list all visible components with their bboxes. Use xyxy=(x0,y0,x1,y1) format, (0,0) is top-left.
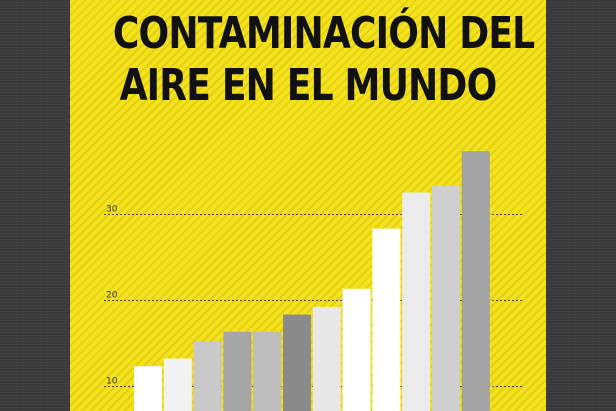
bar-5 xyxy=(253,331,282,411)
bar-2 xyxy=(163,358,192,411)
bar-12 xyxy=(461,151,490,411)
bar-9 xyxy=(372,228,401,411)
bar-7 xyxy=(312,306,341,411)
y-tick-label: 10 xyxy=(106,377,118,387)
bar-1 xyxy=(134,366,162,411)
y-tick-label: 30 xyxy=(106,205,118,215)
bar-6 xyxy=(283,314,311,411)
chart-title: CONTAMINACIÓN DEL AIRE EN EL MUNDO xyxy=(112,8,535,112)
chart-title-line-2: AIRE EN EL MUNDO xyxy=(119,60,498,111)
bar-4 xyxy=(223,331,252,411)
bar-chart: 10 20 30 xyxy=(104,151,522,411)
bar-11 xyxy=(432,185,460,411)
y-tick-label: 20 xyxy=(106,291,118,301)
bar-10 xyxy=(402,192,431,411)
poster-panel: CONTAMINACIÓN DEL AIRE EN EL MUNDO 10 20 3… xyxy=(70,0,546,411)
chart-title-line-1: CONTAMINACIÓN DEL xyxy=(112,8,535,59)
bar-3 xyxy=(193,341,222,411)
bar-8 xyxy=(342,288,371,411)
